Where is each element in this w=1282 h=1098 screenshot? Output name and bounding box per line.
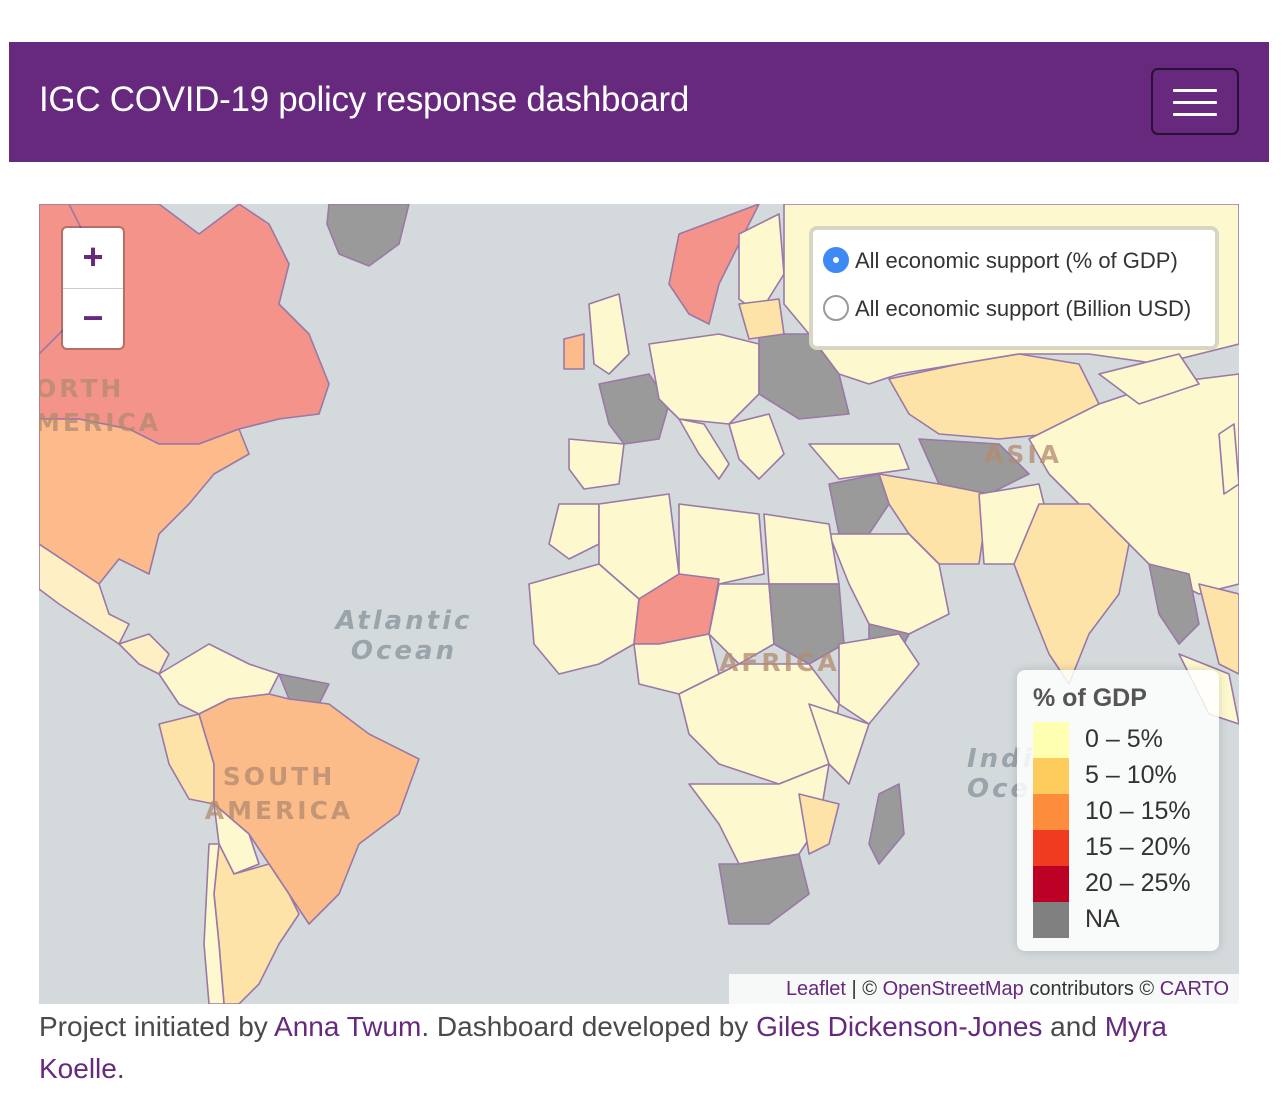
radio-unselected-icon[interactable] — [823, 295, 849, 322]
legend-label: 20 – 25% — [1085, 869, 1191, 897]
layer-option-gdp-percent[interactable]: All economic support (% of GDP) — [823, 247, 1178, 275]
region-italy — [678, 418, 730, 480]
footer-period: . — [116, 1053, 125, 1084]
region-france — [598, 373, 670, 445]
map[interactable]: Atlantic Ocean Indi Oce ORTH MERICA SOUT… — [39, 204, 1239, 1004]
region-saudi-arabia — [828, 533, 950, 635]
radio-selected-icon[interactable] — [823, 247, 849, 274]
legend-label: 15 – 20% — [1085, 833, 1191, 861]
region-myanmar-thailand — [1148, 563, 1200, 645]
region-chad — [708, 583, 775, 665]
zoom-out-button[interactable]: − — [82, 297, 104, 338]
map-legend: % of GDP 0 – 5% 5 – 10% 10 – 15% 15 – 20… — [1017, 670, 1219, 951]
region-central-europe — [648, 333, 760, 425]
layer-control: All economic support (% of GDP) All econ… — [809, 226, 1219, 350]
region-finland — [738, 213, 785, 315]
region-vietnam — [1198, 583, 1239, 675]
navbar: IGC COVID-19 policy response dashboard — [9, 42, 1269, 162]
south-america-label: SOUTH AMERICA — [204, 762, 354, 825]
legend-swatch — [1033, 902, 1069, 938]
region-india — [1013, 503, 1130, 685]
region-spain — [568, 438, 625, 490]
layer-option-billion-usd[interactable]: All economic support (Billion USD) — [823, 295, 1192, 323]
layer-option-label: All economic support (Billion USD) — [855, 296, 1192, 321]
author-link-anna-twum[interactable]: Anna Twum — [274, 1011, 422, 1042]
region-norway-sweden — [668, 204, 760, 325]
region-south-africa — [718, 853, 810, 925]
legend-label: 0 – 5% — [1085, 725, 1163, 753]
legend-label: 5 – 10% — [1085, 761, 1177, 789]
legend-swatch — [1033, 758, 1069, 794]
leaflet-link[interactable]: Leaflet — [785, 978, 846, 1000]
region-morocco — [548, 503, 600, 560]
region-baltics — [738, 298, 785, 340]
region-egypt — [763, 513, 840, 585]
legend-label: NA — [1085, 905, 1120, 933]
region-ethiopia-somalia — [838, 633, 920, 725]
north-america-label: ORTH MERICA — [39, 374, 162, 437]
region-balkans — [728, 413, 785, 480]
region-madagascar — [868, 783, 905, 865]
atlantic-ocean-label: Atlantic Ocean — [335, 606, 473, 666]
region-mexico — [39, 543, 130, 645]
africa-label: AFRICA — [719, 648, 840, 677]
region-west-africa — [528, 563, 640, 675]
region-ireland — [563, 333, 585, 370]
zoom-in-button[interactable]: + — [63, 228, 123, 289]
map-attribution: Leaflet | © OpenStreetMap contributors ©… — [729, 974, 1239, 1004]
legend-label: 10 – 15% — [1085, 797, 1191, 825]
legend-swatch — [1033, 722, 1069, 758]
layer-option-label: All economic support (% of GDP) — [855, 248, 1178, 273]
region-mozambique — [798, 793, 840, 855]
dashboard-title[interactable]: IGC COVID-19 policy response dashboard — [39, 80, 690, 119]
region-libya — [678, 503, 765, 585]
region-japan — [1218, 423, 1239, 495]
region-iran — [878, 473, 990, 565]
region-central-asia — [918, 438, 1030, 495]
region-turkey — [808, 443, 910, 480]
menu-toggle-button[interactable] — [1151, 68, 1239, 135]
region-central-america — [118, 633, 170, 675]
zoom-control: + − — [61, 226, 125, 350]
region-sudan — [768, 583, 845, 665]
region-uk — [588, 293, 630, 375]
asia-label: ASIA — [983, 440, 1062, 469]
legend-swatch — [1033, 866, 1069, 902]
region-mongolia — [1098, 353, 1200, 405]
developer-link-myra[interactable]: Myra Koelle — [39, 1011, 1167, 1084]
developer-link-giles[interactable]: Giles Dickenson-Jones — [756, 1011, 1043, 1042]
openstreetmap-link[interactable]: OpenStreetMap — [882, 978, 1024, 1000]
region-east-africa — [808, 703, 870, 785]
legend-title: % of GDP — [1033, 684, 1147, 712]
legend-swatch — [1033, 794, 1069, 830]
footer-credits: Project initiated by Anna Twum. Dashboar… — [39, 1011, 1167, 1084]
region-greenland — [326, 204, 410, 267]
region-usa — [39, 418, 250, 585]
carto-link[interactable]: CARTO — [1159, 978, 1229, 1000]
region-chile — [203, 843, 225, 1004]
region-middle-east — [828, 473, 890, 535]
legend-swatch — [1033, 830, 1069, 866]
